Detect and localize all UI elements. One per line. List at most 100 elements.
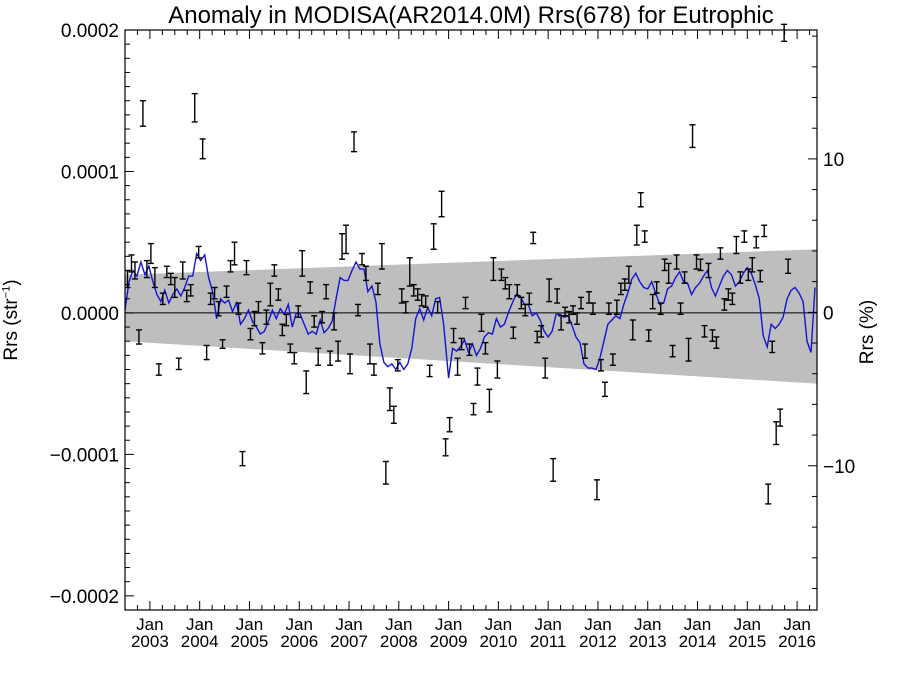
data-point [693, 254, 700, 270]
data-point [621, 278, 628, 291]
data-point [617, 282, 624, 296]
data-point [753, 235, 760, 249]
data-point [418, 293, 425, 307]
data-point [362, 265, 369, 282]
x-tick-label-month: Jan [286, 615, 313, 634]
data-point [570, 305, 577, 316]
data-point [159, 292, 166, 306]
data-point [255, 300, 262, 314]
y-tick-label-right: 0 [823, 303, 834, 324]
data-point [139, 100, 146, 127]
data-point [709, 329, 716, 342]
data-point [327, 350, 334, 366]
data-point [777, 408, 784, 427]
x-tick-label-month: Jan [634, 615, 661, 634]
data-point [299, 249, 306, 277]
data-point [323, 283, 330, 300]
data-point [263, 309, 270, 325]
data-point [438, 190, 445, 218]
data-point [717, 247, 724, 260]
data-point [582, 343, 589, 359]
plot-frame [124, 29, 818, 611]
data-point [657, 302, 664, 316]
data-point [669, 344, 676, 358]
data-point [641, 230, 648, 243]
x-tick-label-year: 2003 [131, 632, 169, 651]
data-point [430, 223, 437, 250]
data-point [390, 405, 397, 424]
data-point [426, 364, 433, 378]
data-point [749, 257, 756, 273]
y-axis-label-right: Rrs (%) [857, 299, 878, 365]
data-point [398, 288, 405, 304]
data-point [354, 303, 361, 317]
data-point [705, 262, 712, 279]
data-point [339, 233, 346, 260]
data-point [351, 131, 358, 153]
x-tick-label-month: Jan [136, 615, 163, 634]
y-tick-label-left: 0.0000 [61, 304, 119, 325]
data-point [613, 299, 620, 316]
x-tick-label-year: 2016 [778, 632, 816, 651]
data-point [147, 242, 154, 265]
data-point [167, 272, 174, 286]
data-point [765, 483, 772, 505]
data-point [307, 281, 314, 294]
data-point [514, 283, 521, 297]
data-point [374, 282, 381, 296]
data-point [530, 231, 537, 245]
data-point [207, 292, 214, 306]
data-point [406, 257, 413, 287]
data-point [291, 351, 298, 365]
data-point [494, 360, 501, 379]
data-point [143, 259, 150, 279]
data-point [498, 268, 505, 282]
data-point [195, 245, 202, 259]
data-point [358, 252, 365, 266]
y-axis-label-left: Rrs (str−1) [0, 279, 22, 361]
data-point [382, 460, 389, 485]
data-point [458, 337, 465, 351]
data-point [414, 288, 421, 301]
data-point [526, 292, 533, 306]
data-point [757, 269, 764, 283]
data-point [370, 363, 377, 376]
x-tick-label-month: Jan [783, 615, 810, 634]
data-point [462, 296, 469, 310]
data-point [239, 450, 246, 467]
data-point [378, 242, 385, 270]
data-point [319, 310, 326, 324]
x-tick-label-year: 2011 [530, 632, 567, 651]
data-point [697, 258, 704, 272]
data-point [466, 343, 473, 357]
data-point [769, 340, 776, 354]
data-point [633, 224, 640, 246]
data-point [681, 271, 688, 284]
data-point [135, 329, 142, 345]
data-point [394, 358, 401, 372]
data-point [155, 363, 162, 376]
data-point [725, 288, 732, 301]
data-point [578, 296, 585, 310]
data-point [745, 268, 752, 282]
y-tick-label-left: 0.0002 [61, 21, 119, 42]
data-point [303, 370, 310, 395]
data-point [701, 324, 708, 338]
x-tick-label-year: 2008 [380, 632, 418, 651]
data-point [773, 421, 780, 446]
chart-title: Anomaly in MODISA(AR2014.0M) Rrs(678) fo… [168, 2, 774, 29]
x-tick-label-year: 2005 [231, 632, 269, 651]
data-point [550, 457, 557, 482]
data-point [187, 283, 194, 297]
data-point [131, 261, 138, 280]
data-point [171, 276, 178, 299]
data-point [128, 254, 135, 273]
data-point [721, 298, 728, 311]
data-point [215, 300, 222, 317]
data-point [422, 295, 429, 308]
data-point [295, 305, 302, 318]
x-tick-label-year: 2010 [479, 632, 517, 651]
data-point [478, 313, 485, 333]
x-tick-label-month: Jan [435, 615, 462, 634]
data-point [554, 288, 561, 304]
